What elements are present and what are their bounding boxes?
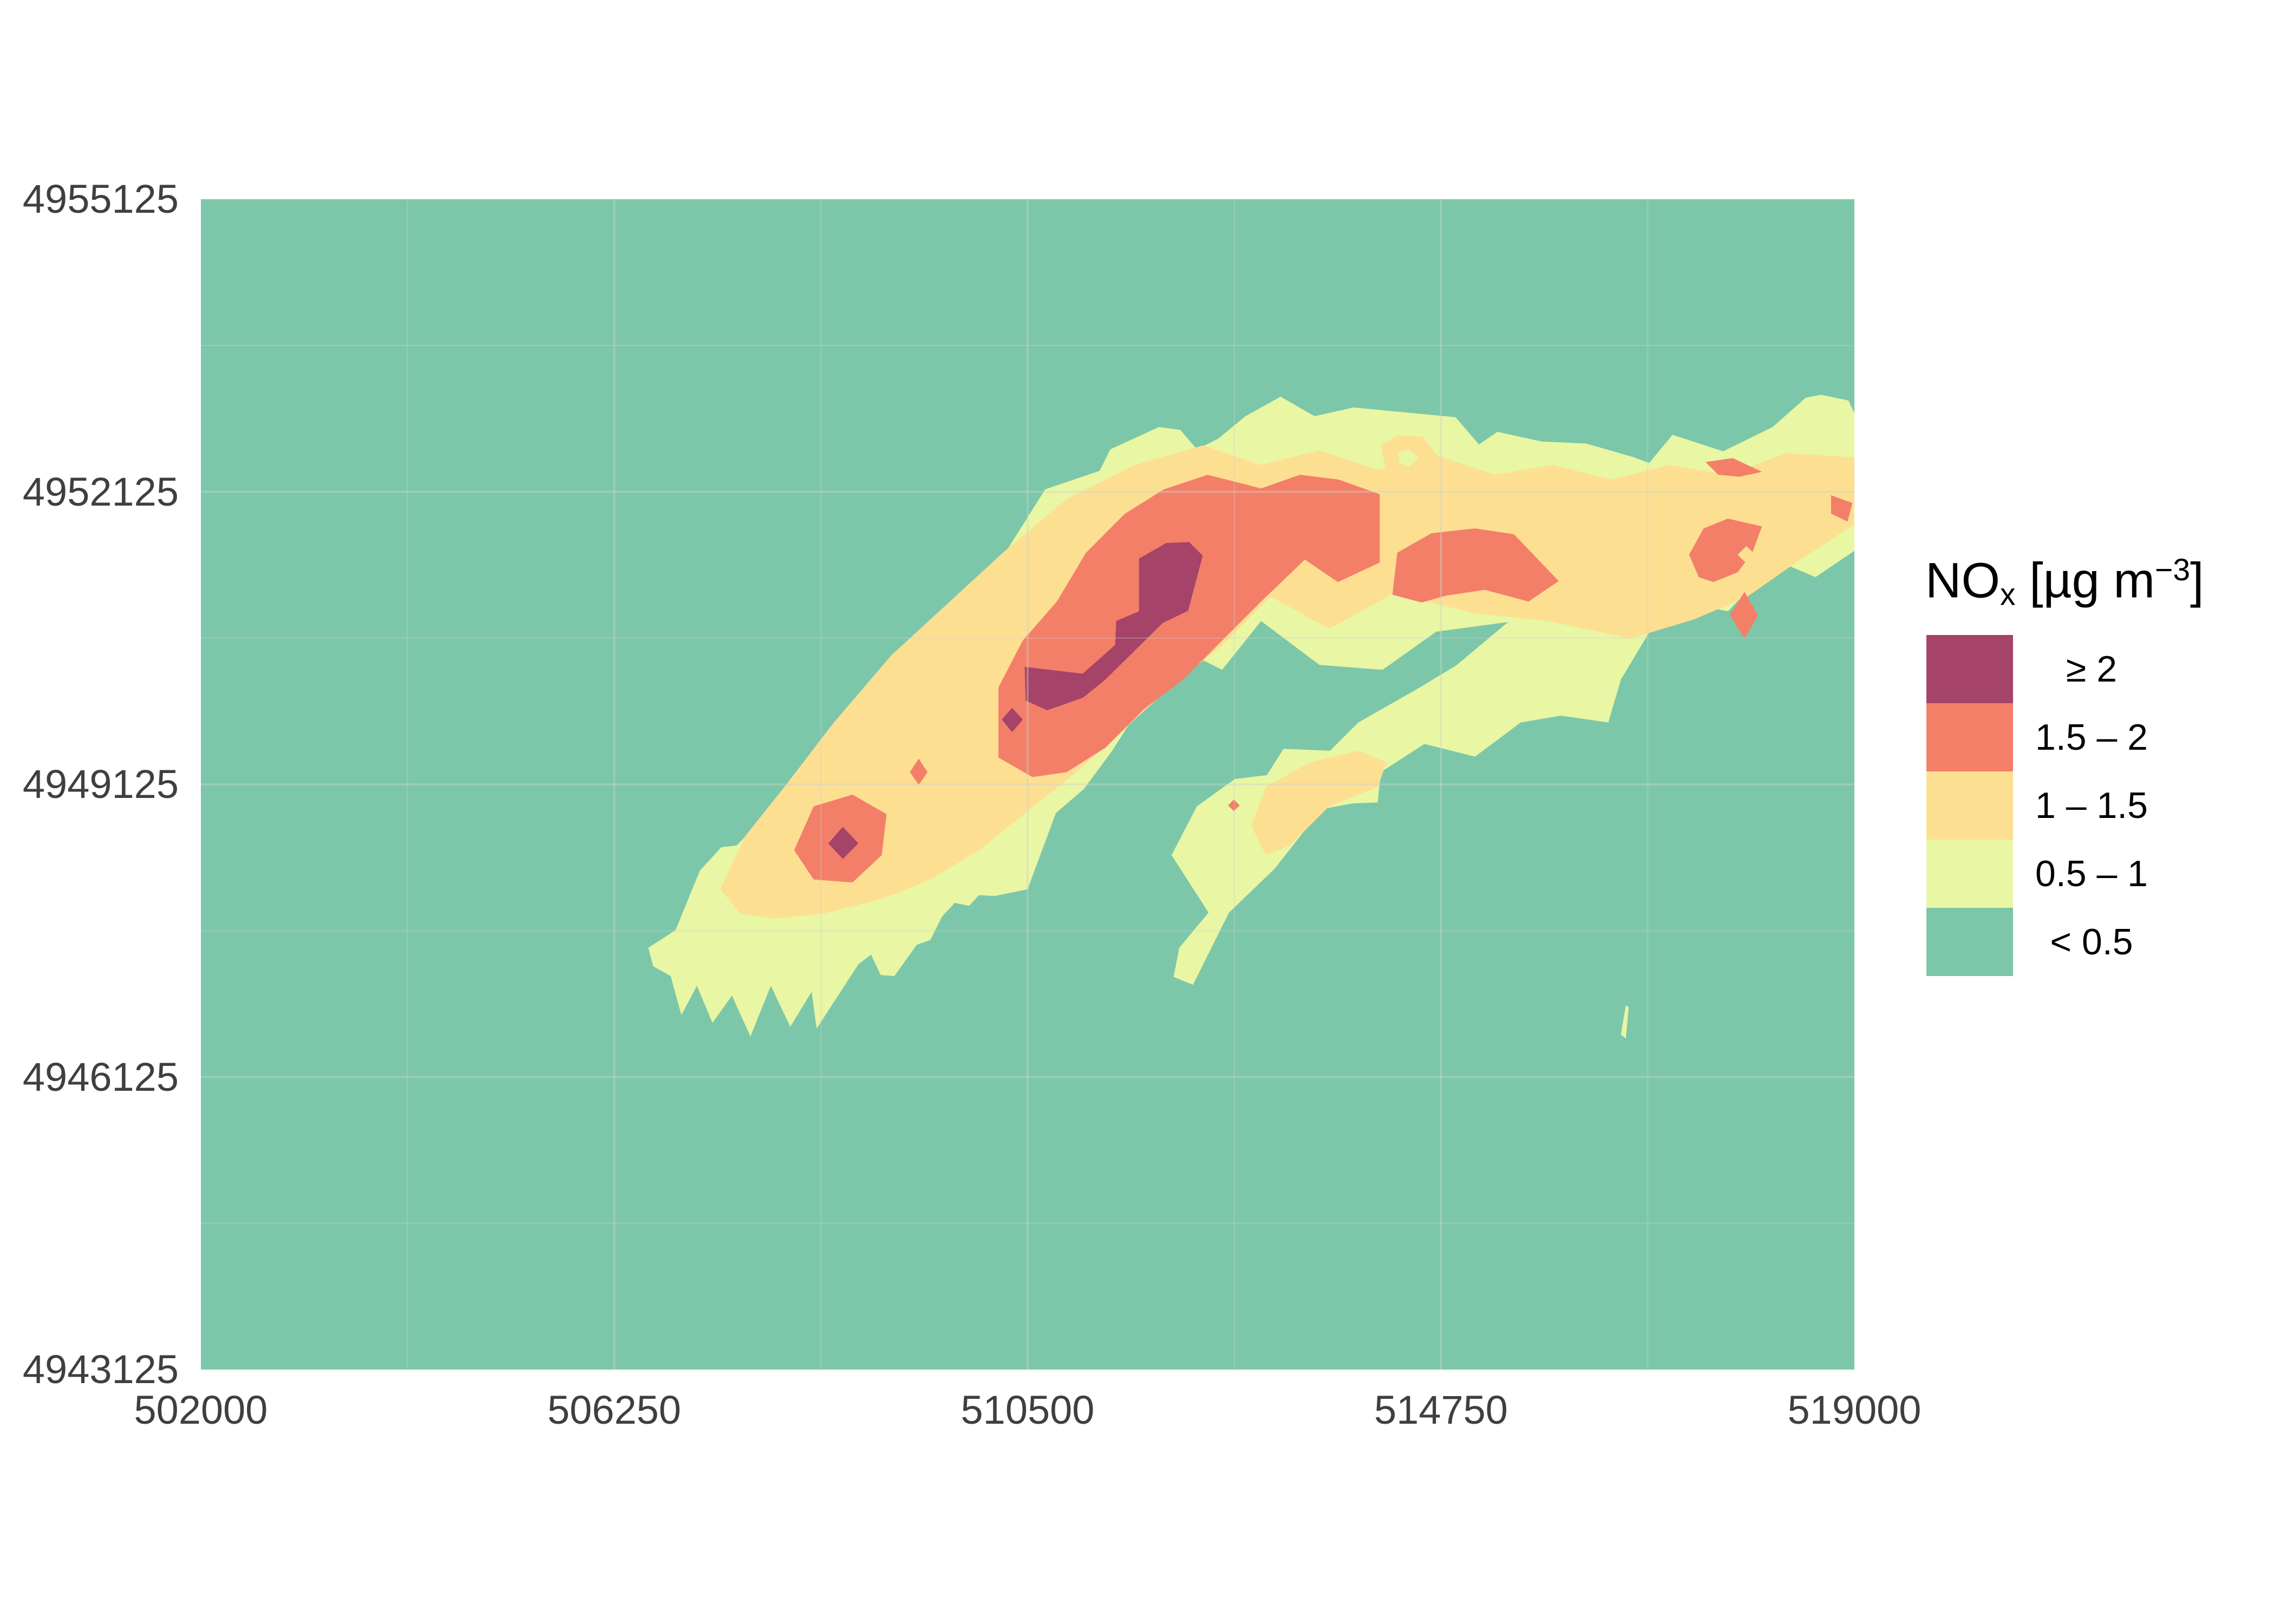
legend-row: 1.5 – 2 <box>1926 703 2170 771</box>
legend-swatch <box>1926 703 2013 771</box>
contour-region-small-diamond-west <box>962 796 982 821</box>
x-axis-tick-label: 510500 <box>960 1387 1095 1432</box>
contour-region-main-band <box>720 445 1854 919</box>
contour-plot <box>201 199 1854 1370</box>
contour-region-west-diamond <box>910 758 927 785</box>
legend-swatch <box>1926 840 2013 908</box>
legend-label: ≥ 2 <box>2066 649 2118 690</box>
x-axis-tick-label: 506250 <box>547 1387 681 1432</box>
contour-region-east-crescent <box>1689 519 1762 582</box>
y-axis-tick-label: 4946125 <box>22 1054 179 1099</box>
legend-row: 0.5 – 1 <box>1926 840 2170 908</box>
legend-label: 1.5 – 2 <box>2035 717 2148 758</box>
contour-region-main-core <box>1024 542 1203 711</box>
legend: NOx [µg m−3] ≥ 2 1.5 – 2 1 – 1.5 0.5 – 1 < 0… <box>1925 552 2261 976</box>
x-axis-tick-label: 519000 <box>1787 1387 1922 1432</box>
contour-region-central-band <box>998 475 1380 777</box>
legend-entries: ≥ 2 1.5 – 2 1 – 1.5 0.5 – 1 < 0.5 <box>1926 635 2170 976</box>
contour-region-east-crescent-hole <box>1737 546 1755 564</box>
contour-region-east-streak <box>1706 458 1762 477</box>
x-axis-tick-label: 502000 <box>134 1387 268 1432</box>
contour-region-isolated-speck <box>1620 1005 1629 1039</box>
y-axis-tick-label: 4943125 <box>22 1347 179 1392</box>
contour-region-arm-patch <box>1251 750 1387 855</box>
legend-title-superscript: −3 <box>2155 553 2191 587</box>
contour-region-edge-blob <box>1831 495 1853 522</box>
legend-title-subscript: x <box>2000 577 2016 612</box>
y-axis-tick-label: 4952125 <box>22 469 179 514</box>
y-axis-tick-label: 4949125 <box>22 762 179 807</box>
legend-label: 1 – 1.5 <box>2035 785 2148 826</box>
legend-swatch <box>1926 908 2013 976</box>
legend-swatch <box>1926 635 2013 703</box>
x-axis-tick-label: 514750 <box>1374 1387 1508 1432</box>
legend-row: < 0.5 <box>1926 908 2170 976</box>
legend-row: 1 – 1.5 <box>1926 771 2170 840</box>
contour-region-arm-speck <box>1228 799 1240 811</box>
plot-panel <box>201 199 1854 1370</box>
legend-label: 0.5 – 1 <box>2035 853 2148 894</box>
legend-swatch <box>1926 771 2013 840</box>
legend-title: NOx [µg m−3] <box>1925 553 2204 612</box>
contour-region-donut-hole <box>1398 449 1419 467</box>
contour-region-mid-right-cluster <box>1392 528 1559 603</box>
legend-row: ≥ 2 <box>1926 635 2170 703</box>
contour-region-sw-core-diamond <box>1002 708 1023 732</box>
contour-region-east-diamond <box>1730 592 1759 639</box>
contour-region-west-core-diamond <box>828 827 859 859</box>
legend-label: < 0.5 <box>2050 921 2133 962</box>
y-axis-tick-label: 4955125 <box>22 176 179 221</box>
